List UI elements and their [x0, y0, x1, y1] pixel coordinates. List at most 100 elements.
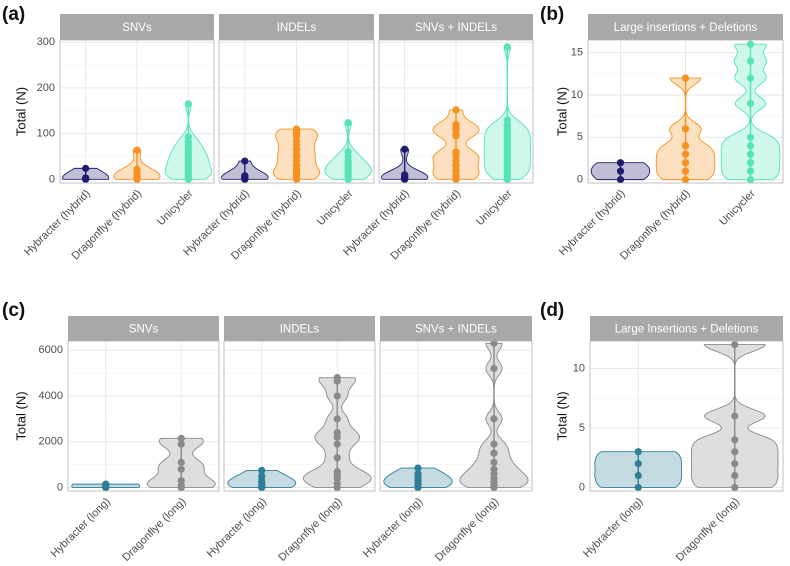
x-tick-label: Unicycler: [315, 187, 356, 228]
data-point: [746, 167, 755, 175]
data-point: [333, 392, 341, 400]
facet-title: INDELs: [280, 324, 320, 336]
data-point: [634, 483, 642, 492]
group-0: [594, 448, 683, 492]
data-point: [333, 429, 341, 437]
y-axis-label: Total (N): [13, 87, 28, 136]
data-point: [731, 448, 739, 456]
data-point: [333, 415, 341, 423]
y-tick-label: 5: [577, 131, 583, 143]
x-tick-label: Hybracter (hybrid): [557, 188, 628, 259]
data-point: [681, 150, 690, 158]
panel-label: (c): [2, 300, 25, 321]
data-point: [241, 172, 249, 180]
y-axis-label: Total (N): [554, 87, 569, 136]
data-point: [177, 434, 185, 442]
x-tick-label: Hybracter (long): [361, 496, 425, 560]
facet-title: SNVs: [129, 324, 159, 336]
facet-strip: [379, 14, 533, 40]
data-point: [731, 436, 739, 444]
x-tick-label: Unicycler: [155, 187, 196, 228]
data-point: [616, 159, 625, 167]
y-tick-label: 300: [37, 36, 55, 48]
y-tick-label: 2000: [39, 436, 63, 448]
data-point: [746, 57, 755, 65]
x-tick-label: Unicycler: [717, 187, 758, 228]
data-point: [616, 176, 625, 184]
data-point: [681, 159, 690, 167]
group-2: [324, 119, 372, 183]
facet-strip: [224, 316, 375, 341]
panel-border: [379, 340, 533, 492]
data-point: [746, 159, 755, 167]
data-point: [746, 74, 755, 82]
data-point: [82, 174, 90, 182]
x-tick-label: Dragonflye (long): [120, 496, 188, 564]
group-1: [146, 434, 216, 492]
data-point: [258, 472, 266, 480]
group-0: [221, 157, 269, 183]
facet-strip: [68, 316, 219, 341]
facet-title: INDELs: [277, 22, 317, 34]
panel-label: (d): [540, 300, 564, 321]
data-point: [616, 167, 625, 175]
data-point: [292, 125, 301, 133]
data-point: [490, 440, 498, 448]
panel-border: [59, 39, 215, 184]
group-1: [459, 339, 529, 492]
x-tick-label: Unicycler: [474, 187, 515, 228]
data-point: [746, 150, 755, 158]
data-point: [746, 176, 755, 184]
data-point: [414, 464, 422, 472]
data-point: [490, 339, 498, 347]
panel-border: [589, 340, 784, 492]
data-point: [731, 471, 739, 480]
data-point: [184, 138, 192, 146]
data-point: [634, 471, 642, 480]
data-point: [133, 146, 141, 154]
facet-title: Large Insertions + Deletions: [615, 324, 759, 336]
facet-0: Large Insertions + Deletions Hybracter (l…: [581, 316, 784, 564]
data-point: [82, 164, 90, 172]
x-tick-label: Hybracter (long): [205, 496, 269, 560]
data-point: [102, 480, 110, 488]
x-tick-label: Hybracter (long): [581, 496, 645, 560]
data-point: [503, 116, 511, 124]
data-point: [731, 412, 739, 420]
group-1: [655, 74, 716, 184]
facet-title: SNVs: [122, 22, 152, 34]
data-point: [490, 458, 498, 466]
data-point: [452, 148, 460, 156]
y-tick-label: 0: [579, 481, 585, 493]
y-tick-label: 5: [579, 422, 585, 434]
panel-2: (c) Total (N) 0 2000 4000 6000 SNVs Hybracter (…: [2, 300, 533, 564]
y-tick-label: 15: [571, 47, 583, 59]
group-2: [483, 43, 531, 183]
group-1: [113, 146, 161, 183]
panel-label: (a): [2, 4, 25, 25]
data-point: [490, 364, 498, 373]
data-point: [333, 374, 341, 382]
x-tick-label: Dragonflye (long): [433, 496, 501, 564]
group-0: [383, 464, 453, 492]
facet-title: SNVs + INDELs: [415, 324, 497, 336]
group-0: [590, 159, 651, 184]
data-point: [177, 465, 185, 473]
y-tick-label: 200: [37, 82, 55, 94]
y-axis-label: Total (N): [13, 391, 28, 440]
group-0: [227, 466, 297, 492]
group-0: [62, 164, 110, 183]
facet-strip: [588, 14, 783, 40]
y-tick-label: 0: [577, 174, 583, 186]
y-tick-label: 10: [571, 89, 583, 101]
facet-title: Large Insertions + Deletions: [614, 22, 758, 34]
data-point: [177, 477, 185, 485]
data-point: [681, 74, 690, 82]
group-2: [720, 40, 781, 184]
data-point: [401, 171, 409, 179]
data-point: [731, 483, 739, 492]
